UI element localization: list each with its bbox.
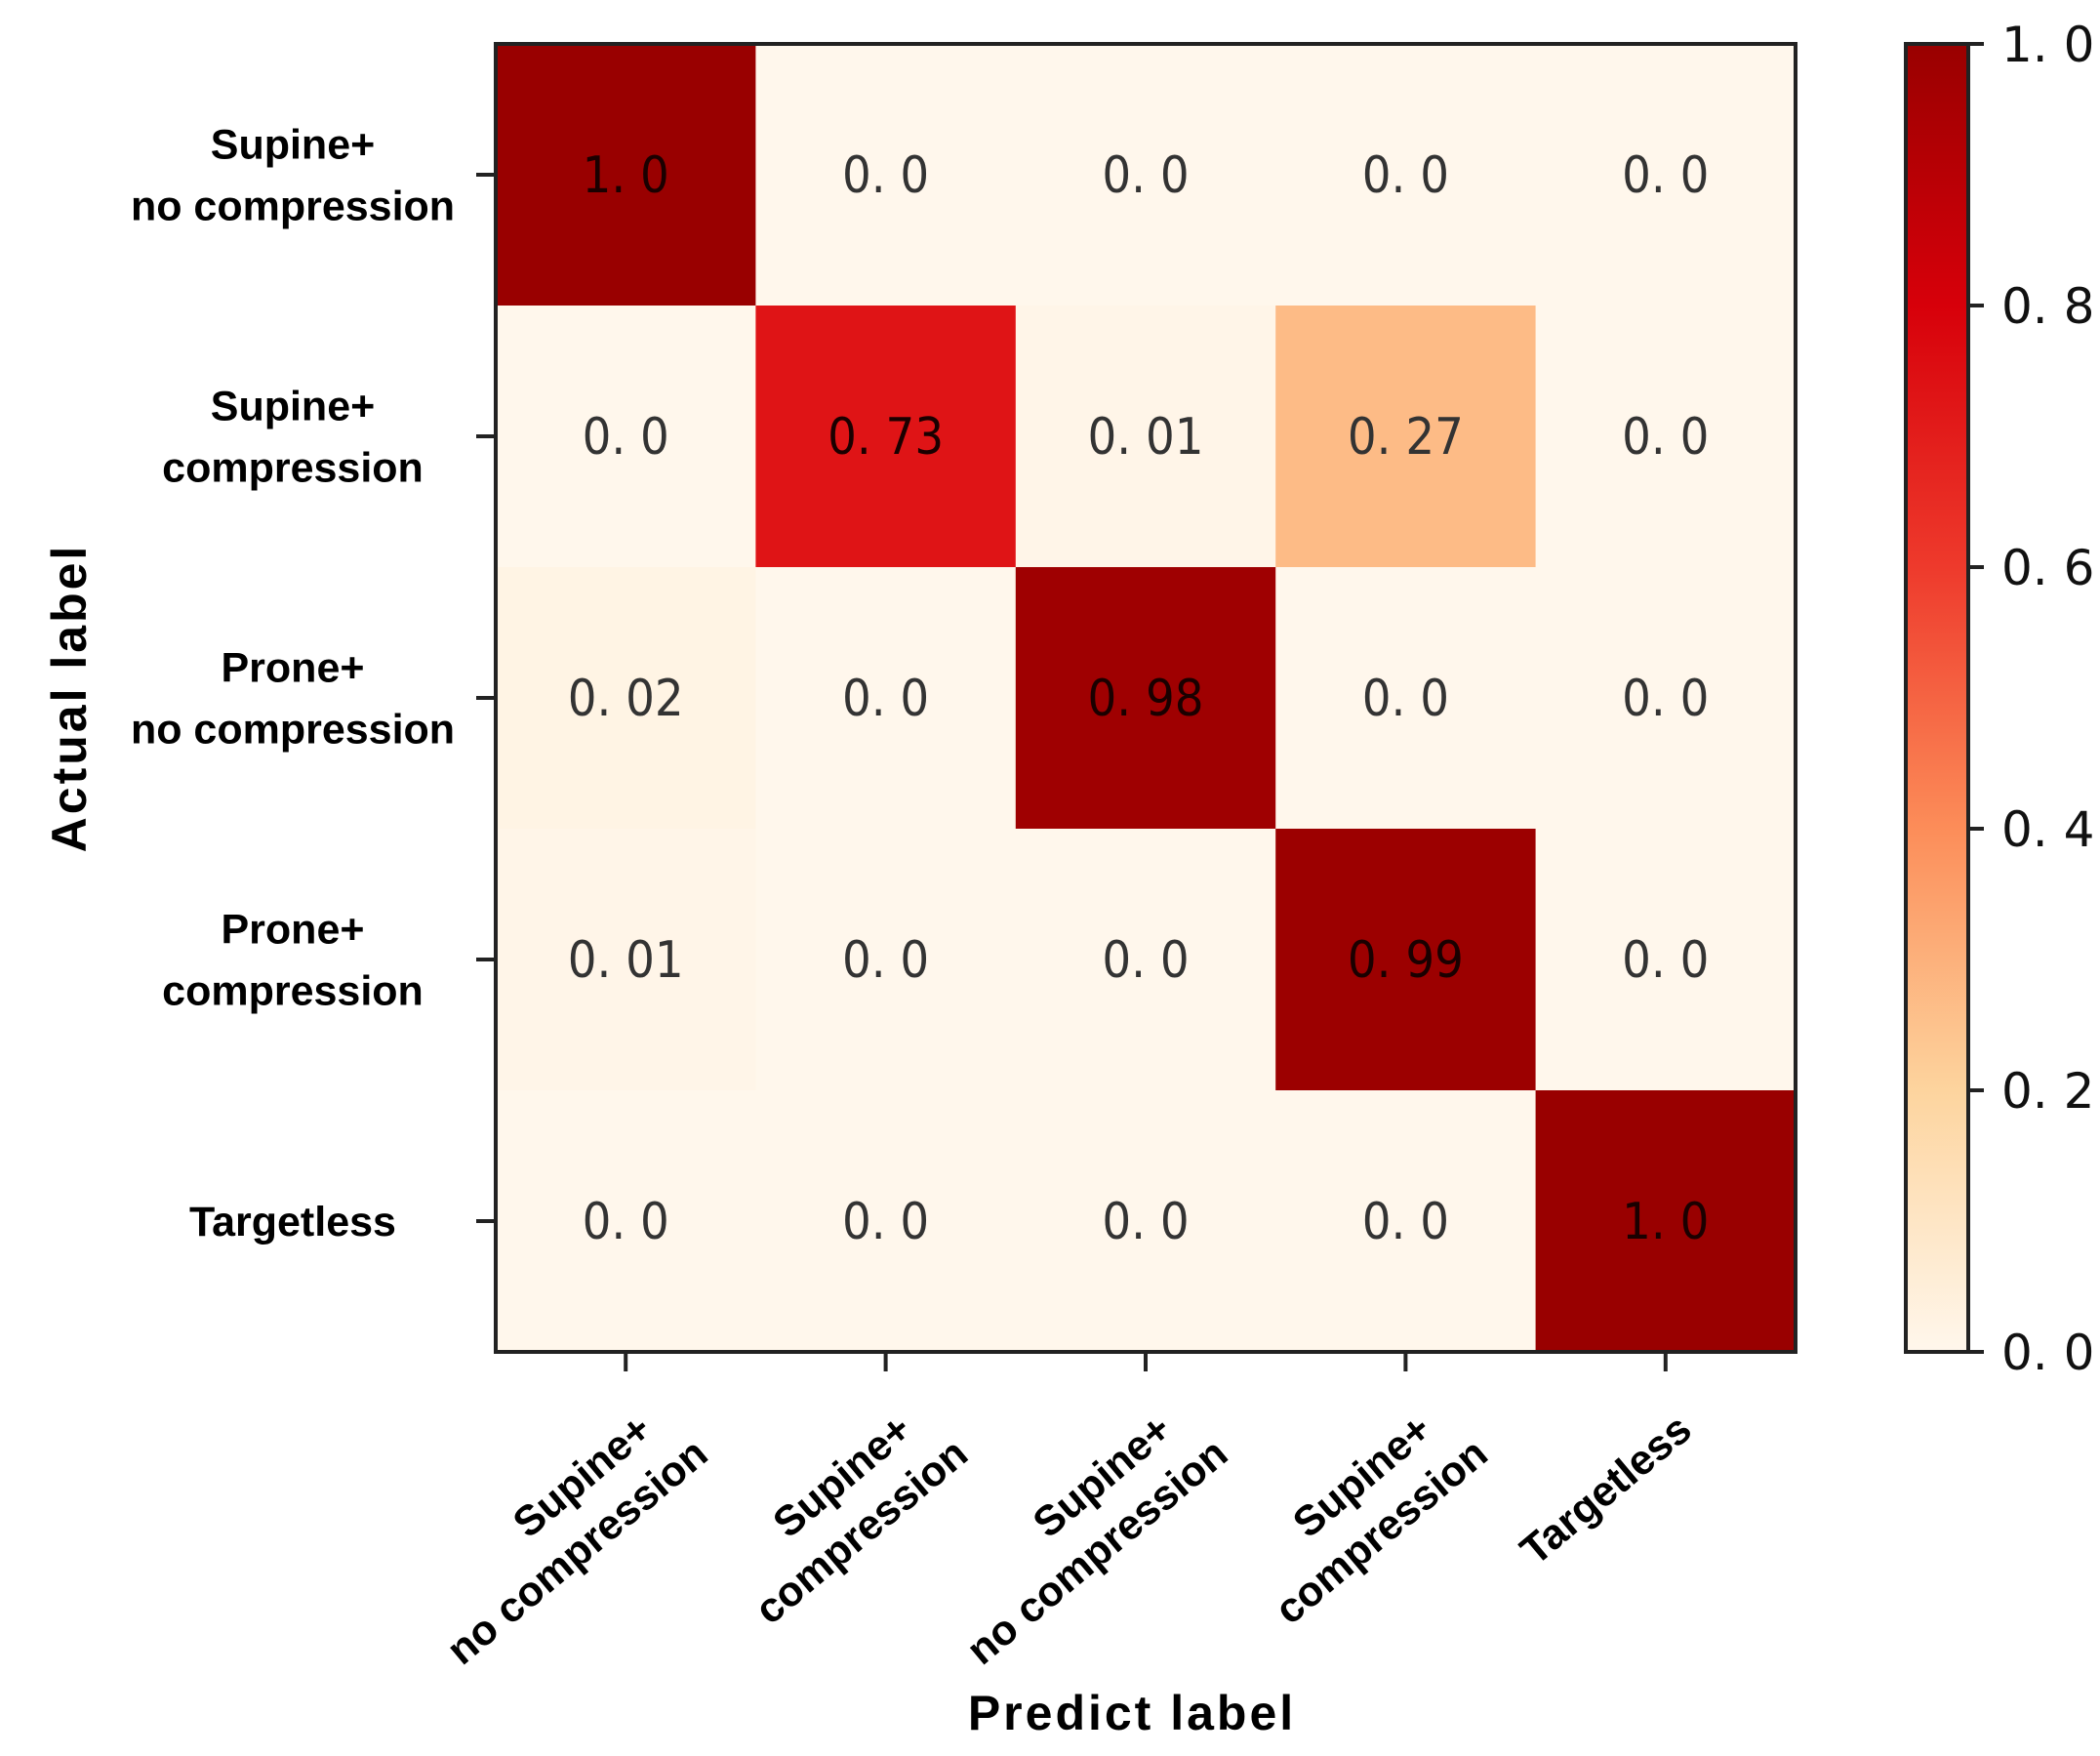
cell-value-label-r1-c0: 0. 0: [583, 408, 669, 467]
heatmap-cell-r4-c2: [1015, 1090, 1276, 1353]
heatmap-cell-r3-c3: [1275, 829, 1537, 1091]
heatmap-cell-r1-c2: [1015, 306, 1276, 568]
cell-value-label-r4-c0: 0. 0: [583, 1193, 669, 1251]
y-tick-label-0: Supine+ no compression: [131, 122, 455, 230]
y-tick-label-3: Prone+ compression: [162, 907, 424, 1015]
x-axis-title: Predict label: [968, 1686, 1296, 1740]
heatmap-cell-r0-c3: [1275, 44, 1537, 306]
cell-value-label-r2-c4: 0. 0: [1622, 670, 1709, 728]
x-tick-label-3: Supine+compression: [1232, 1388, 1497, 1634]
cell-value-label-r2-c1: 0. 0: [842, 670, 929, 728]
heatmap-cell-r1-c3: [1275, 306, 1537, 568]
y-tick-label-line: Prone+: [222, 907, 365, 954]
colorbar-tick-label-1: 0. 2: [2001, 1063, 2094, 1120]
colorbar-tick-label-3: 0. 6: [2001, 540, 2094, 596]
cell-value-label-r4-c2: 0. 0: [1102, 1193, 1189, 1251]
cell-value-label-r1-c3: 0. 27: [1348, 408, 1464, 467]
cell-labels: 1. 0 0. 0 0. 0 0. 0 0. 0 0. 0 0. 73 0. 01 0. 27 0…: [568, 146, 1710, 1251]
colorbar-gradient: [1906, 44, 1968, 1352]
y-tick-label-line: compression: [162, 968, 424, 1015]
y-tick-label-line: Prone+: [222, 645, 365, 692]
cell-value-label-r0-c2: 0. 0: [1102, 146, 1189, 205]
heatmap-cell-r4-c4: [1535, 1090, 1797, 1353]
heatmap-cell-r0-c2: [1015, 44, 1276, 306]
heatmap-cell-r0-c0: [496, 44, 756, 306]
cell-value-label-r0-c1: 0. 0: [842, 146, 929, 205]
heatmap-cell-r1-c1: [755, 306, 1017, 568]
cell-value-label-r3-c0: 0. 01: [568, 931, 684, 990]
heatmap-cell-r4-c3: [1275, 1090, 1537, 1353]
x-tick-label-1: Supine+compression: [711, 1388, 977, 1634]
y-tick-label-line: compression: [162, 445, 424, 492]
colorbar-tick-label-5: 1. 0: [2001, 17, 2094, 73]
x-tick-label-line: Targetless: [1512, 1406, 1700, 1574]
heatmap-cell-r4-c1: [755, 1090, 1017, 1353]
x-tick-label-2: Supine+no compression: [923, 1388, 1236, 1674]
cell-value-label-r0-c4: 0. 0: [1622, 146, 1709, 205]
cell-value-label-r0-c3: 0. 0: [1362, 146, 1449, 205]
cell-value-label-r2-c2: 0. 98: [1088, 670, 1204, 728]
x-axis-ticks: Supine+no compression Supine+compression S…: [403, 1352, 1701, 1674]
colorbar: 0. 0 0. 2 0. 4 0. 6 0. 8 1. 0: [1904, 17, 2094, 1381]
y-tick-label-1: Supine+ compression: [162, 384, 424, 492]
cell-value-label-r4-c3: 0. 0: [1362, 1193, 1449, 1251]
heatmap-cell-r2-c1: [755, 567, 1017, 830]
heatmap-cell-r2-c4: [1535, 567, 1797, 830]
heatmap-cell-r3-c2: [1015, 829, 1276, 1091]
cell-value-label-r3-c3: 0. 99: [1348, 931, 1464, 990]
y-tick-label-4: Targetless: [189, 1199, 396, 1246]
cell-value-label-r1-c4: 0. 0: [1622, 408, 1709, 467]
y-tick-label-line: Supine+: [211, 122, 375, 169]
y-axis-title: Actual label: [42, 544, 97, 853]
heatmap-cell-r3-c1: [755, 829, 1017, 1091]
y-tick-label-line: Supine+: [211, 384, 375, 430]
cell-value-label-r3-c2: 0. 0: [1102, 931, 1189, 990]
colorbar-tick-label-2: 0. 4: [2001, 801, 2094, 858]
cell-value-label-r3-c4: 0. 0: [1622, 931, 1709, 990]
cell-value-label-r3-c1: 0. 0: [842, 931, 929, 990]
y-tick-label-line: Targetless: [189, 1199, 396, 1246]
cell-value-label-r2-c3: 0. 0: [1362, 670, 1449, 728]
heatmap-cell-r3-c4: [1535, 829, 1797, 1091]
cell-value-label-r2-c0: 0. 02: [568, 670, 684, 728]
heatmap-cell-r1-c0: [496, 306, 756, 568]
heatmap-cell-r2-c2: [1015, 567, 1276, 830]
heatmap-cell-r2-c3: [1275, 567, 1537, 830]
colorbar-frame: [1904, 42, 1970, 1354]
colorbar-tick-label-4: 0. 8: [2001, 278, 2094, 335]
x-tick-label-0: Supine+no compression: [403, 1388, 716, 1674]
heatmap-cell-r0-c1: [755, 44, 1017, 306]
heatmap-cell-r3-c0: [496, 829, 756, 1091]
y-tick-label-2: Prone+ no compression: [131, 645, 455, 754]
heatmap-cell-r2-c0: [496, 567, 756, 830]
heatmap-cells: [496, 44, 1797, 1353]
x-tick-label-4: Targetless: [1512, 1406, 1700, 1574]
heatmap-cell-r0-c4: [1535, 44, 1797, 306]
y-tick-label-line: no compression: [131, 707, 455, 754]
heatmap-cell-r4-c0: [496, 1090, 756, 1353]
colorbar-tick-label-0: 0. 0: [2001, 1325, 2094, 1381]
y-tick-label-line: no compression: [131, 184, 455, 230]
cell-value-label-r0-c0: 1. 0: [583, 146, 669, 205]
cell-value-label-r1-c2: 0. 01: [1088, 408, 1204, 467]
heatmap-cell-r1-c4: [1535, 306, 1797, 568]
cell-value-label-r4-c4: 1. 0: [1622, 1193, 1709, 1251]
cell-value-label-r1-c1: 0. 73: [828, 408, 944, 467]
cell-value-label-r4-c1: 0. 0: [842, 1193, 929, 1251]
